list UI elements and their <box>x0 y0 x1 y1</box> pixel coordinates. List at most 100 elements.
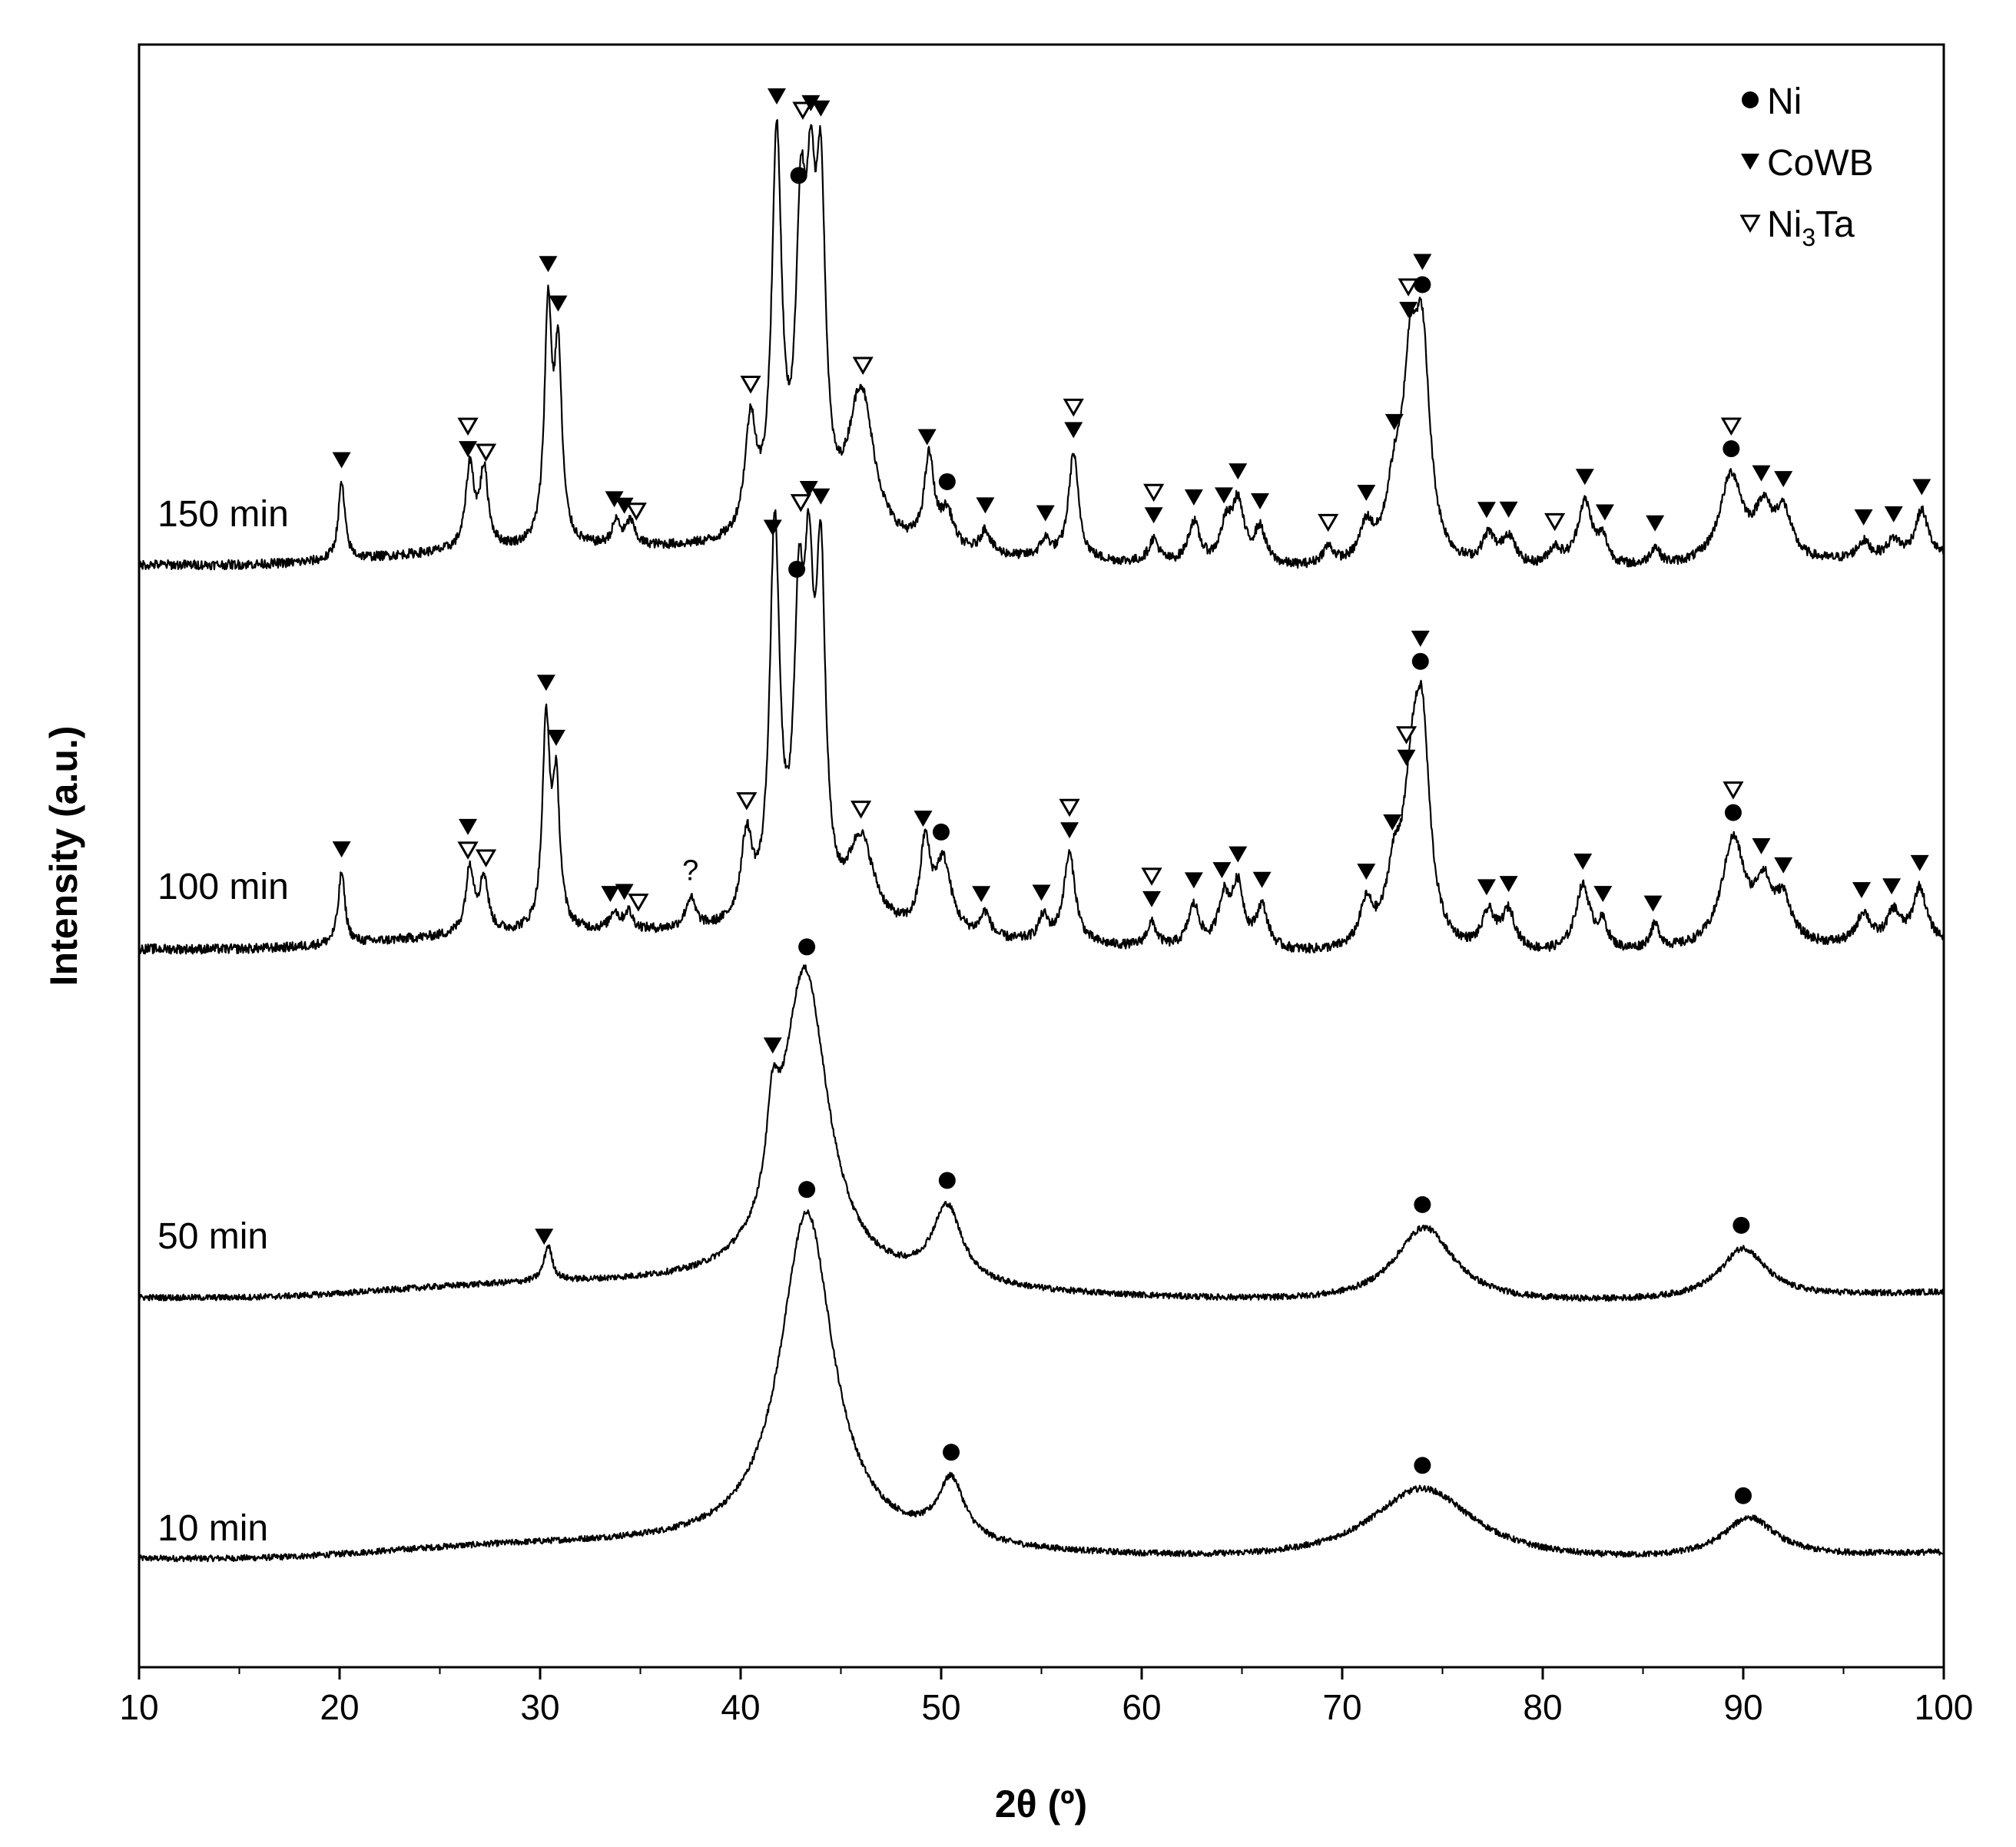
series-trace-1 <box>138 1209 1945 1563</box>
cowb-marker <box>1575 469 1594 486</box>
ni-marker <box>1723 440 1740 458</box>
cowb-marker <box>1357 484 1376 501</box>
x-tick-label: 30 <box>520 1687 559 1727</box>
ni3ta-marker <box>1318 513 1339 532</box>
series-trace-3 <box>138 508 1945 955</box>
cowb-marker <box>799 480 818 497</box>
ni-marker <box>1724 804 1742 821</box>
cowb-marker <box>763 519 782 536</box>
ni3ta-marker <box>850 801 872 819</box>
cowb-marker <box>1252 871 1272 888</box>
cowb-marker <box>536 675 555 691</box>
cowb-marker <box>459 441 478 458</box>
cowb-marker <box>1499 876 1518 893</box>
ni3ta-marker <box>475 849 497 867</box>
legend-label: Ni3Ta <box>1767 204 1855 251</box>
ni3ta-marker <box>1063 398 1084 417</box>
cowb-marker <box>1383 814 1402 831</box>
cowb-marker <box>1573 853 1593 870</box>
series-label: 150 min <box>158 494 289 535</box>
ni3ta-marker <box>1143 483 1165 502</box>
ni-marker <box>938 473 956 490</box>
ni-marker <box>933 823 950 841</box>
ni3ta-marker <box>475 443 497 462</box>
cowb-marker <box>1413 254 1432 270</box>
cowb-marker <box>332 841 351 858</box>
ni-marker <box>1411 652 1429 670</box>
cowb-marker <box>1774 471 1793 488</box>
ni3ta-marker <box>790 494 811 512</box>
cowb-marker <box>1741 154 1759 170</box>
cowb-marker <box>615 884 634 900</box>
x-tick-label: 70 <box>1322 1687 1361 1727</box>
cowb-marker <box>1852 882 1871 899</box>
x-axis-title: 2θ (º) <box>995 1782 1087 1825</box>
legend-subscript: 3 <box>1802 224 1815 251</box>
x-tick-label: 10 <box>119 1687 158 1727</box>
cowb-marker <box>1384 413 1404 430</box>
cowb-marker <box>549 295 568 312</box>
ni3ta-marker <box>1141 867 1162 886</box>
cowb-marker <box>1399 301 1418 318</box>
x-tick-label: 90 <box>1723 1687 1762 1727</box>
cowb-marker <box>1215 487 1234 504</box>
ni-marker <box>1414 1195 1431 1213</box>
series-label: 100 min <box>158 867 289 907</box>
x-tick-label: 100 <box>1915 1687 1974 1727</box>
ni-marker <box>798 1181 816 1199</box>
cowb-marker <box>1184 872 1203 889</box>
legend-label: Ni <box>1767 81 1802 122</box>
cowb-marker <box>615 497 634 514</box>
cowb-marker <box>535 1229 554 1245</box>
cowb-marker <box>1477 502 1496 519</box>
cowb-marker <box>1184 489 1203 506</box>
ni3ta-marker <box>1723 781 1744 800</box>
ni3ta-marker <box>740 375 761 394</box>
cowb-marker <box>1142 890 1162 907</box>
ni-marker <box>1742 91 1759 108</box>
cowb-marker <box>1593 886 1613 903</box>
ni3ta-marker <box>1720 417 1742 436</box>
cowb-marker <box>539 256 558 273</box>
ni3ta-marker <box>1395 726 1418 744</box>
cowb-marker <box>1228 463 1248 480</box>
legend: Ni CoWB Ni3Ta <box>1739 81 1874 251</box>
x-tick-label: 80 <box>1523 1687 1562 1727</box>
cowb-marker <box>917 429 937 446</box>
legend-label: CoWB <box>1767 143 1874 184</box>
cowb-marker <box>1854 509 1873 526</box>
x-axis: 10 20 30 40 50 60 70 80 90 100 <box>119 1667 1973 1727</box>
cowb-marker <box>1411 630 1430 647</box>
cowb-marker <box>1212 862 1232 879</box>
ni3ta-marker <box>1739 214 1761 233</box>
ni-marker <box>1414 1457 1431 1474</box>
cowb-marker <box>601 886 620 903</box>
cowb-marker <box>1595 504 1614 521</box>
cowb-marker <box>1882 878 1902 895</box>
ni3ta-marker <box>792 101 814 121</box>
cowb-marker <box>1397 749 1416 766</box>
cowb-marker <box>1250 492 1269 509</box>
ni3ta-marker <box>1544 512 1566 532</box>
cowb-marker <box>763 1037 782 1054</box>
x-tick-label: 50 <box>921 1687 960 1727</box>
unknown-peak-label: ? <box>682 854 698 887</box>
cowb-marker <box>1646 515 1665 532</box>
series-label: 10 min <box>158 1508 268 1549</box>
legend-suffix: Ta <box>1815 204 1855 245</box>
ni-marker <box>798 938 816 956</box>
ni-marker <box>788 560 806 578</box>
cowb-marker <box>332 452 351 469</box>
series-label: 50 min <box>158 1216 268 1257</box>
cowb-marker <box>811 488 831 505</box>
cowb-marker <box>1060 822 1079 839</box>
cowb-marker <box>1643 895 1663 912</box>
cowb-marker <box>801 95 821 111</box>
cowb-marker <box>1357 864 1376 880</box>
cowb-marker <box>1064 422 1083 439</box>
series-trace-2 <box>138 964 1945 1302</box>
y-axis-title: Intensity (a.u.) <box>42 726 85 987</box>
cowb-marker <box>767 88 786 105</box>
traces-group <box>138 119 1945 1563</box>
